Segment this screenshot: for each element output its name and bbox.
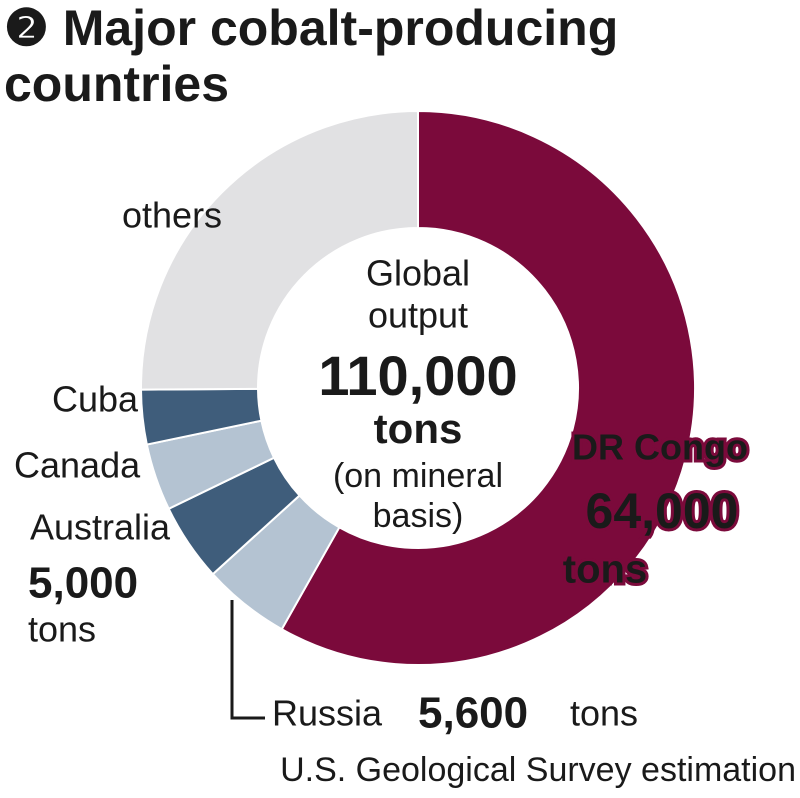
- unit-label: tons: [563, 548, 647, 592]
- unit-label: tons: [570, 693, 638, 734]
- center-text: output: [368, 295, 468, 336]
- slice: [140, 109, 419, 391]
- total-note: (on mineral: [333, 457, 503, 495]
- total-note: basis): [373, 497, 464, 535]
- source: U.S. Geological Survey estimation: [280, 751, 796, 789]
- value-label: 5,000: [28, 559, 138, 608]
- slice-label: DR Congo: [572, 427, 748, 468]
- slice-label: Cuba: [52, 379, 139, 420]
- slice-label: Australia: [30, 507, 171, 548]
- leader-line: [230, 600, 265, 720]
- value-label: 5,600: [418, 689, 528, 738]
- slice-label: Russia: [272, 693, 383, 734]
- slice: [280, 109, 696, 666]
- total-label: 110,000: [318, 344, 517, 407]
- slice-label: Canada: [14, 445, 141, 486]
- chart-title: ❷ Major cobalt-producing countries: [4, 0, 619, 112]
- center-text: Global: [366, 253, 470, 294]
- slice-label: others: [122, 195, 222, 236]
- unit-label: tons: [28, 609, 96, 650]
- total-unit: tons: [374, 405, 463, 452]
- value-label: 64,000: [586, 483, 739, 539]
